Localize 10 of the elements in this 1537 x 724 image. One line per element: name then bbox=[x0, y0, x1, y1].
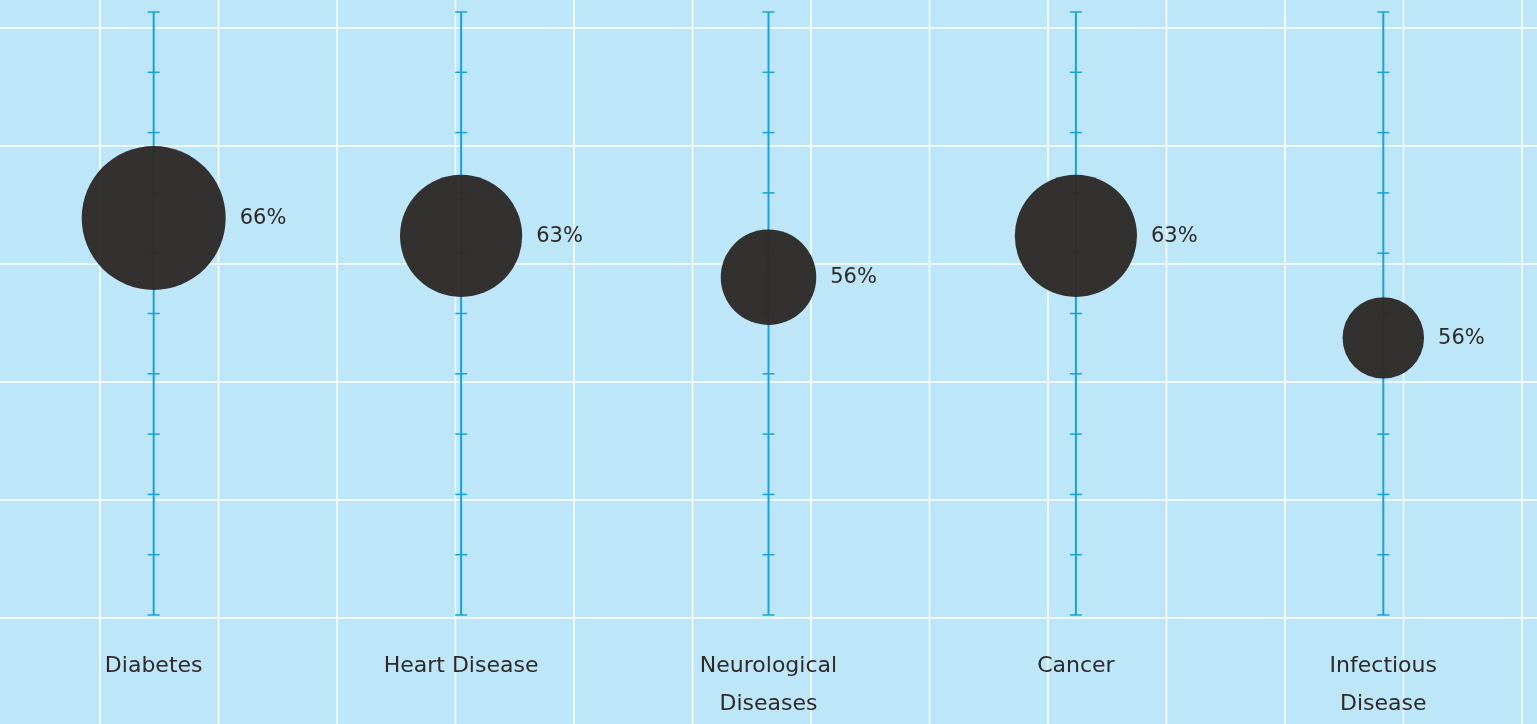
x-tick-label: Heart Disease bbox=[383, 652, 539, 677]
x-tick-label: Neurological Diseases bbox=[699, 652, 838, 715]
annotation: 66% bbox=[239, 205, 287, 229]
annotation: 56% bbox=[830, 264, 877, 289]
annotation: 63% bbox=[536, 222, 583, 247]
x-tick-label: Cancer bbox=[1037, 652, 1116, 677]
x-tick-label: Infectious Disease bbox=[1329, 652, 1438, 715]
annotation: 56% bbox=[1438, 324, 1485, 349]
x-tick-label: Diabetes bbox=[104, 652, 203, 677]
annotation: 63% bbox=[1150, 222, 1198, 247]
